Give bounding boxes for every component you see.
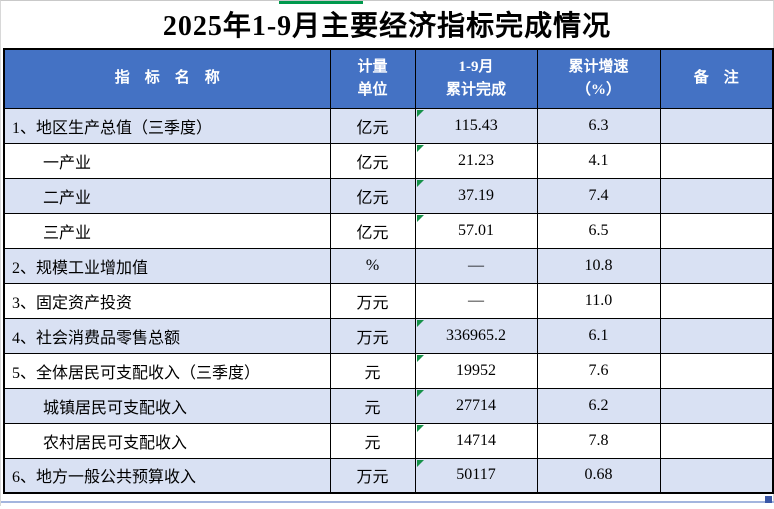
- unit-cell[interactable]: 亿元: [329, 107, 416, 144]
- indicator-name-cell[interactable]: 1、地区生产总值（三季度）: [3, 107, 331, 144]
- note-cell[interactable]: [659, 317, 774, 354]
- error-triangle-icon: [416, 389, 424, 397]
- table-row: 城镇居民可支配收入 元 27714 6.2: [3, 387, 774, 424]
- value-text: 14714: [456, 431, 496, 449]
- unit-cell[interactable]: 元: [329, 387, 416, 424]
- value-text: —: [468, 291, 484, 309]
- indicator-name-cell[interactable]: 5、全体居民可支配收入（三季度）: [3, 352, 331, 389]
- growth-cell[interactable]: 7.8: [536, 422, 661, 459]
- error-triangle-icon: [416, 179, 424, 187]
- value-text: 115.43: [454, 116, 498, 134]
- indicator-name-cell[interactable]: 二产业: [3, 177, 331, 214]
- growth-cell[interactable]: 6.5: [536, 212, 661, 249]
- value-text: 50117: [456, 466, 496, 484]
- table-row: 3、固定资产投资 万元 — 11.0: [3, 282, 774, 319]
- indicator-name-cell[interactable]: 4、社会消费品零售总额: [3, 317, 331, 354]
- value-text: 37.19: [458, 186, 494, 204]
- top-green-selection-bar: [279, 1, 363, 4]
- unit-cell[interactable]: 亿元: [329, 212, 416, 249]
- table-row: 5、全体居民可支配收入（三季度） 元 19952 7.6: [3, 352, 774, 389]
- table-row: 1、地区生产总值（三季度） 亿元 115.43 6.3: [3, 107, 774, 144]
- note-cell[interactable]: [659, 422, 774, 459]
- growth-cell[interactable]: 6.1: [536, 317, 661, 354]
- value-cell[interactable]: —: [414, 247, 538, 284]
- indicator-name-cell[interactable]: 农村居民可支配收入: [3, 422, 331, 459]
- error-triangle-icon: [416, 319, 424, 327]
- growth-cell[interactable]: 7.4: [536, 177, 661, 214]
- header-cumulative-value[interactable]: 1-9月 累计完成: [414, 48, 538, 109]
- error-triangle-icon: [416, 144, 424, 152]
- unit-cell[interactable]: 亿元: [329, 142, 416, 179]
- error-triangle-icon: [416, 214, 424, 222]
- unit-cell[interactable]: 万元: [329, 317, 416, 354]
- error-triangle-icon: [416, 354, 424, 362]
- table-row: 一产业 亿元 21.23 4.1: [3, 142, 774, 179]
- note-cell[interactable]: [659, 457, 774, 494]
- value-cell[interactable]: 115.43: [414, 107, 538, 144]
- page-title: 2025年1-9月主要经济指标完成情况: [162, 11, 612, 42]
- value-cell[interactable]: 21.23: [414, 142, 538, 179]
- table-row: 农村居民可支配收入 元 14714 7.8: [3, 422, 774, 459]
- note-cell[interactable]: [659, 352, 774, 389]
- header-cumulative-growth[interactable]: 累计增速 （%）: [536, 48, 661, 109]
- unit-cell[interactable]: 元: [329, 422, 416, 459]
- note-cell[interactable]: [659, 387, 774, 424]
- value-cell[interactable]: 19952: [414, 352, 538, 389]
- value-cell[interactable]: —: [414, 282, 538, 319]
- table-row: 三产业 亿元 57.01 6.5: [3, 212, 774, 249]
- indicator-name-cell[interactable]: 3、固定资产投资: [3, 282, 331, 319]
- unit-cell[interactable]: 万元: [329, 282, 416, 319]
- indicator-name-cell[interactable]: 6、地方一般公共预算收入: [3, 457, 331, 494]
- value-text: —: [468, 256, 484, 274]
- growth-cell[interactable]: 11.0: [536, 282, 661, 319]
- value-cell[interactable]: 27714: [414, 387, 538, 424]
- table-row: 2、规模工业增加值 % — 10.8: [3, 247, 774, 284]
- unit-cell[interactable]: 元: [329, 352, 416, 389]
- header-indicator-name[interactable]: 指 标 名 称: [3, 48, 331, 109]
- growth-cell[interactable]: 0.68: [536, 457, 661, 494]
- table-row: 4、社会消费品零售总额 万元 336965.2 6.1: [3, 317, 774, 354]
- note-cell[interactable]: [659, 142, 774, 179]
- error-triangle-icon: [416, 459, 424, 467]
- unit-cell[interactable]: 万元: [329, 457, 416, 494]
- value-text: 336965.2: [446, 326, 506, 344]
- indicator-name-cell[interactable]: 三产业: [3, 212, 331, 249]
- unit-cell[interactable]: 亿元: [329, 177, 416, 214]
- table-row: 二产业 亿元 37.19 7.4: [3, 177, 774, 214]
- value-cell[interactable]: 50117: [414, 457, 538, 494]
- value-text: 19952: [456, 361, 496, 379]
- header-unit[interactable]: 计量 单位: [329, 48, 416, 109]
- note-cell[interactable]: [659, 282, 774, 319]
- growth-cell[interactable]: 4.1: [536, 142, 661, 179]
- header-note[interactable]: 备 注: [659, 48, 774, 109]
- unit-cell[interactable]: %: [329, 247, 416, 284]
- note-cell[interactable]: [659, 247, 774, 284]
- value-text: 57.01: [458, 221, 494, 239]
- value-text: 27714: [456, 396, 496, 414]
- indicator-name-cell[interactable]: 2、规模工业增加值: [3, 247, 331, 284]
- error-triangle-icon: [416, 424, 424, 432]
- growth-cell[interactable]: 6.2: [536, 387, 661, 424]
- selection-fill-handle[interactable]: [765, 496, 772, 503]
- table-row: 6、地方一般公共预算收入 万元 50117 0.68: [3, 457, 774, 494]
- value-cell[interactable]: 37.19: [414, 177, 538, 214]
- indicators-table: 指 标 名 称 计量 单位 1-9月 累计完成 累计增速 （%） 备 注 1、地…: [3, 48, 774, 494]
- indicator-name-cell[interactable]: 一产业: [3, 142, 331, 179]
- header-row: 指 标 名 称 计量 单位 1-9月 累计完成 累计增速 （%） 备 注: [3, 48, 774, 109]
- note-cell[interactable]: [659, 177, 774, 214]
- indicator-name-cell[interactable]: 城镇居民可支配收入: [3, 387, 331, 424]
- note-cell[interactable]: [659, 212, 774, 249]
- value-cell[interactable]: 336965.2: [414, 317, 538, 354]
- growth-cell[interactable]: 6.3: [536, 107, 661, 144]
- error-triangle-icon: [416, 109, 424, 117]
- growth-cell[interactable]: 7.6: [536, 352, 661, 389]
- cut-off-row-strip: [1, 501, 774, 509]
- growth-cell[interactable]: 10.8: [536, 247, 661, 284]
- value-cell[interactable]: 57.01: [414, 212, 538, 249]
- value-cell[interactable]: 14714: [414, 422, 538, 459]
- value-text: 21.23: [458, 151, 494, 169]
- note-cell[interactable]: [659, 107, 774, 144]
